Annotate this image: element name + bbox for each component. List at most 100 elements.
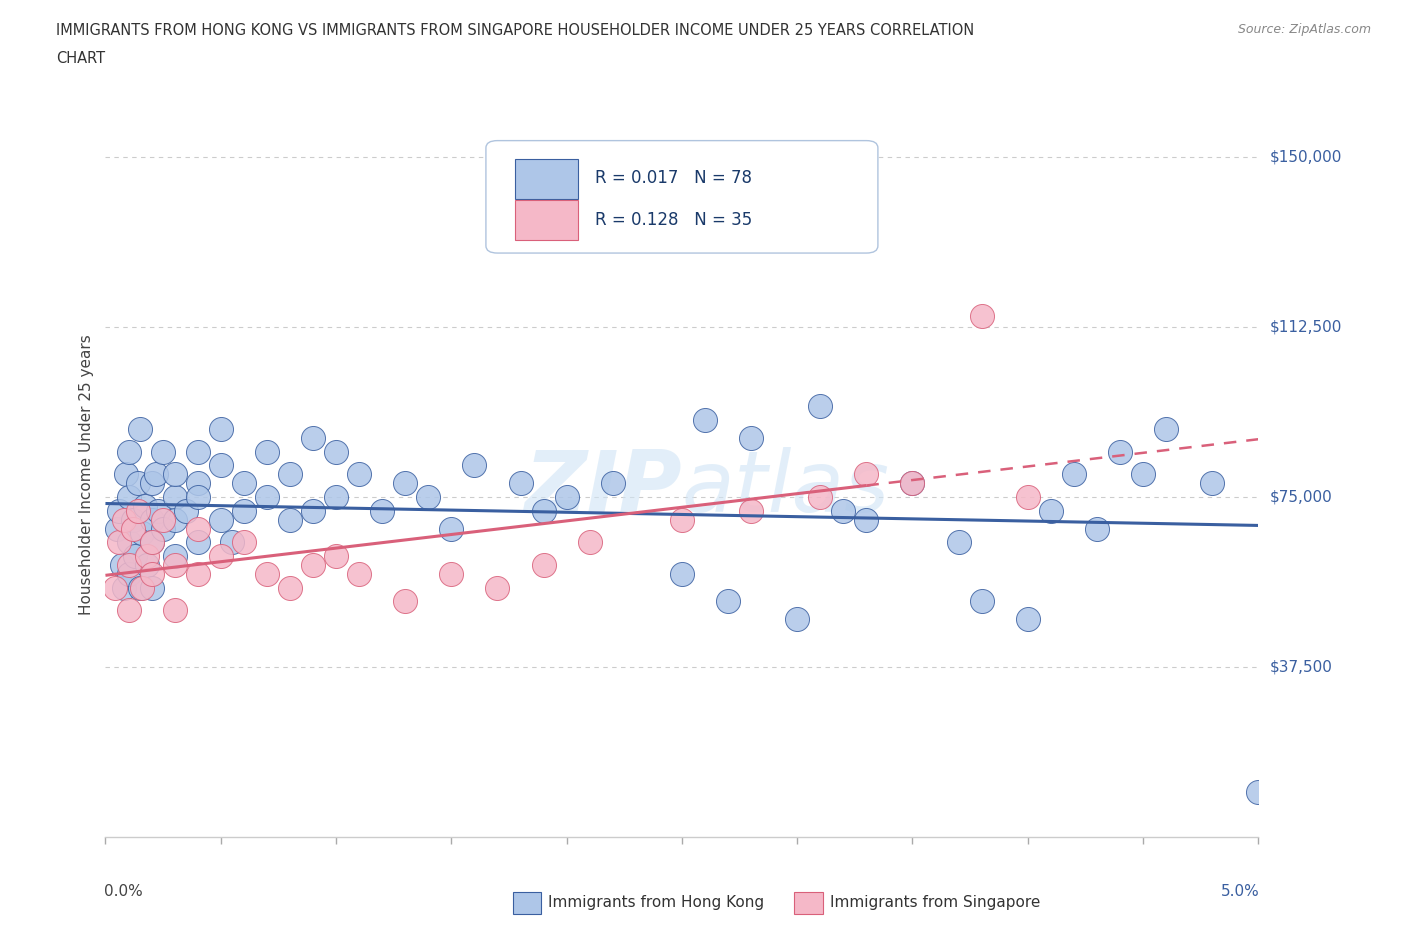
Point xyxy=(117,489,139,504)
Point xyxy=(347,467,370,482)
Point xyxy=(970,308,993,323)
Point xyxy=(105,521,128,536)
Point xyxy=(187,521,209,536)
Point xyxy=(325,445,347,459)
Text: atlas: atlas xyxy=(682,447,890,530)
Point xyxy=(187,476,209,491)
Point xyxy=(112,580,135,595)
Point xyxy=(232,503,254,518)
Point xyxy=(602,476,624,491)
Y-axis label: Householder Income Under 25 years: Householder Income Under 25 years xyxy=(79,334,94,615)
Point xyxy=(855,467,877,482)
Text: $150,000: $150,000 xyxy=(1270,150,1341,165)
Text: Immigrants from Hong Kong: Immigrants from Hong Kong xyxy=(548,895,765,910)
Point xyxy=(141,535,163,550)
Point xyxy=(152,445,174,459)
Point xyxy=(1154,421,1177,436)
Point xyxy=(1063,467,1085,482)
Text: $37,500: $37,500 xyxy=(1270,659,1333,674)
Point xyxy=(533,558,555,573)
Point xyxy=(209,549,232,564)
Point xyxy=(163,489,186,504)
Point xyxy=(278,467,301,482)
Point xyxy=(1247,784,1270,799)
Point xyxy=(1132,467,1154,482)
Point xyxy=(117,535,139,550)
Point xyxy=(104,580,127,595)
Point xyxy=(302,503,325,518)
Point xyxy=(509,476,531,491)
Point xyxy=(127,476,149,491)
Point xyxy=(440,521,463,536)
Point xyxy=(808,489,831,504)
Point xyxy=(148,503,170,518)
Point xyxy=(418,489,440,504)
Point xyxy=(129,580,152,595)
Text: $112,500: $112,500 xyxy=(1270,319,1341,335)
Point xyxy=(141,566,163,581)
Point xyxy=(486,580,509,595)
Point xyxy=(347,566,370,581)
Point xyxy=(108,503,131,518)
Text: 0.0%: 0.0% xyxy=(104,884,143,899)
Point xyxy=(129,421,152,436)
Point xyxy=(901,476,924,491)
Point xyxy=(555,489,578,504)
Point xyxy=(302,431,325,445)
Point xyxy=(122,521,145,536)
Point xyxy=(1039,503,1062,518)
Text: IMMIGRANTS FROM HONG KONG VS IMMIGRANTS FROM SINGAPORE HOUSEHOLDER INCOME UNDER : IMMIGRANTS FROM HONG KONG VS IMMIGRANTS … xyxy=(56,23,974,38)
Point xyxy=(256,489,278,504)
Point xyxy=(163,512,186,527)
Point xyxy=(970,594,993,609)
Point xyxy=(371,503,394,518)
Point xyxy=(232,476,254,491)
Point xyxy=(221,535,243,550)
Point xyxy=(134,498,156,513)
Point xyxy=(671,566,693,581)
Point xyxy=(1109,445,1132,459)
Point xyxy=(187,489,209,504)
Point xyxy=(141,476,163,491)
Text: R = 0.017   N = 78: R = 0.017 N = 78 xyxy=(596,169,752,187)
Point xyxy=(578,535,600,550)
Point xyxy=(110,558,132,573)
FancyBboxPatch shape xyxy=(486,140,877,253)
Text: CHART: CHART xyxy=(56,51,105,66)
Point xyxy=(1017,489,1039,504)
Point xyxy=(209,458,232,472)
Point xyxy=(533,503,555,518)
Text: Source: ZipAtlas.com: Source: ZipAtlas.com xyxy=(1237,23,1371,36)
Point xyxy=(163,467,186,482)
Point xyxy=(232,535,254,550)
Point xyxy=(131,525,153,540)
Point xyxy=(108,535,131,550)
Point xyxy=(394,594,416,609)
Point xyxy=(1085,521,1108,536)
Point xyxy=(278,580,301,595)
Point xyxy=(174,503,197,518)
Point xyxy=(163,603,186,618)
Point xyxy=(209,421,232,436)
Point xyxy=(117,445,139,459)
Point xyxy=(325,489,347,504)
Point xyxy=(136,558,159,573)
Point xyxy=(808,399,831,414)
Point xyxy=(112,512,135,527)
Point xyxy=(1201,476,1223,491)
Point xyxy=(141,512,163,527)
Text: ZIP: ZIP xyxy=(524,447,682,530)
Point xyxy=(187,566,209,581)
Text: 5.0%: 5.0% xyxy=(1220,884,1260,899)
Point xyxy=(901,476,924,491)
Point xyxy=(671,512,693,527)
Point xyxy=(136,549,159,564)
Point xyxy=(278,512,301,527)
Point xyxy=(325,549,347,564)
Bar xyxy=(515,159,578,199)
Point xyxy=(152,521,174,536)
Point xyxy=(855,512,877,527)
Point xyxy=(127,503,149,518)
Point xyxy=(141,580,163,595)
Point xyxy=(693,413,716,428)
